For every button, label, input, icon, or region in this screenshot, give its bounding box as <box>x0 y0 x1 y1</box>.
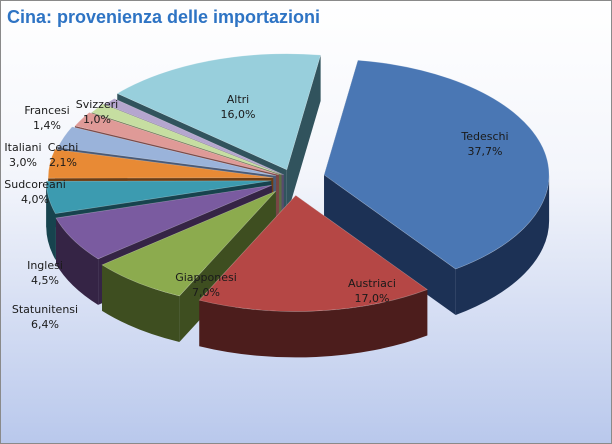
pie-slice-statunitensi <box>55 184 272 260</box>
slice-percent-inglesi: 4,5% <box>31 274 59 287</box>
slice-percent-statunitensi: 6,4% <box>31 318 59 331</box>
pie-slice-tedeschi <box>323 59 550 270</box>
pie-slice-side-inglesi <box>46 181 56 260</box>
slice-name-cechi: Cechi <box>48 141 79 154</box>
pie-slice-giapponesi <box>101 190 277 297</box>
slice-name-inglesi: Inglesi <box>27 259 63 272</box>
pie-slice-side-giapponesi <box>102 264 180 342</box>
pie-slice-wall-tedeschi <box>324 174 456 315</box>
pie-slice-cechi <box>74 112 280 176</box>
data-label-italiani: Italiani 3,0% <box>4 141 41 169</box>
slice-name-austriaci: Austriaci <box>348 277 396 290</box>
slice-percent-tedeschi: 37,7% <box>468 145 503 158</box>
pie-slice-side-austriaci <box>199 289 428 358</box>
data-label-giapponesi: Giapponesi 7,0% <box>175 271 237 299</box>
slice-percent-sudcoreani: 4,0% <box>21 193 49 206</box>
slice-percent-austriaci: 17,0% <box>355 292 390 305</box>
slice-percent-altri: 16,0% <box>221 108 256 121</box>
data-label-svizzeri: Svizzeri 1,0% <box>76 98 118 126</box>
pie-slice-svizzeri <box>104 98 284 176</box>
slice-name-altri: Altri <box>227 93 249 106</box>
data-label-austriaci: Austriaci 17,0% <box>348 277 396 305</box>
slice-percent-italiani: 3,0% <box>9 156 37 169</box>
slice-name-tedeschi: Tedeschi <box>460 130 508 143</box>
slice-name-francesi: Francesi <box>24 104 69 117</box>
data-label-francesi: Francesi 1,4% <box>24 104 69 132</box>
pie-slice-sudcoreani <box>47 149 274 179</box>
pie-slice-francesi <box>91 103 282 175</box>
data-label-inglesi: Inglesi 4,5% <box>27 259 63 287</box>
chart-title: Cina: provenienza delle importazioni <box>7 7 321 27</box>
slice-percent-cechi: 2,1% <box>49 156 77 169</box>
slice-percent-svizzeri: 1,0% <box>83 113 111 126</box>
slice-name-giapponesi: Giapponesi <box>175 271 237 284</box>
slice-name-italiani: Italiani <box>4 141 41 154</box>
pie-slice-altri <box>116 53 322 171</box>
pie-slice-inglesi <box>45 180 272 214</box>
pie-slice-austriaci <box>198 195 428 312</box>
slice-percent-giapponesi: 7,0% <box>192 286 220 299</box>
data-label-altri: Altri 16,0% <box>221 93 256 121</box>
slice-name-sudcoreani: Sudcoreani <box>4 178 66 191</box>
slice-name-svizzeri: Svizzeri <box>76 98 118 111</box>
data-label-statunitensi: Statunitensi 6,4% <box>12 303 78 331</box>
pie-slice-wall-altri <box>286 55 321 216</box>
pie-slice-side-tedeschi <box>455 174 550 315</box>
data-label-cechi: Cechi 2,1% <box>48 141 79 169</box>
slice-name-statunitensi: Statunitensi <box>12 303 78 316</box>
pie-slice-side-statunitensi <box>56 218 99 305</box>
data-label-tedeschi: Tedeschi 37,7% <box>460 130 508 158</box>
data-label-sudcoreani: Sudcoreani 4,0% <box>4 178 66 206</box>
slice-percent-francesi: 1,4% <box>33 119 61 132</box>
pie-slice-italiani <box>57 126 277 176</box>
